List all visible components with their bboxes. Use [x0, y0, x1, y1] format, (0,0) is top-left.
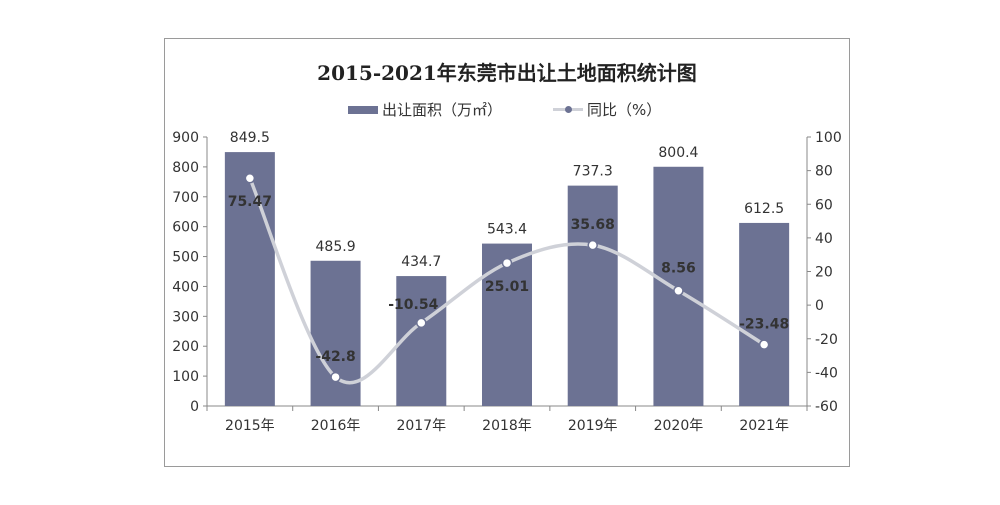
- legend-bar-swatch: [348, 105, 378, 114]
- yoy-value-label: 75.47: [228, 194, 272, 210]
- chart-frame: 2015-2021年东莞市出让土地面积统计图 出让面积（万㎡） 同比（%） 90…: [164, 38, 850, 467]
- bar: [396, 276, 447, 406]
- yoy-marker: [587, 239, 598, 251]
- yoy-value-label: -10.54: [388, 297, 438, 313]
- bar: [310, 260, 361, 406]
- y-right-tick-label: 100: [815, 130, 842, 146]
- x-tick-label: 2015年: [225, 418, 275, 434]
- y-left-tick-label: 0: [190, 399, 199, 415]
- yoy-value-label: 8.56: [661, 261, 696, 277]
- bar-value-label: 737.3: [573, 164, 613, 180]
- x-tick-label: 2016年: [311, 418, 361, 434]
- yoy-marker: [758, 339, 770, 350]
- y-left-tick-label: 200: [172, 339, 199, 355]
- y-right-tick-label: -40: [815, 365, 838, 381]
- legend-label-area: 出让面积（万㎡）: [382, 101, 503, 119]
- bar-value-label: 849.5: [230, 130, 270, 146]
- y-left-tick-label: 900: [172, 130, 199, 146]
- bar: [224, 152, 275, 406]
- x-tick-label: 2019年: [568, 418, 618, 434]
- yoy-value-label: 25.01: [485, 279, 529, 295]
- plot-area: 9008007006005004003002001000100806040200…: [172, 130, 842, 434]
- legend-item-area: 出让面积（万㎡）: [348, 99, 502, 120]
- y-left-tick-label: 700: [172, 190, 199, 206]
- y-left-tick-label: 800: [172, 160, 199, 176]
- yoy-marker: [416, 317, 427, 329]
- x-tick-label: 2017年: [396, 418, 446, 434]
- bar-value-label: 485.9: [316, 239, 356, 255]
- chart-title: 2015-2021年东莞市出让土地面积统计图: [317, 61, 697, 85]
- legend-item-yoy: 同比（%）: [553, 99, 661, 120]
- yoy-value-label: -23.48: [739, 317, 789, 333]
- bar-value-label: 434.7: [401, 254, 441, 270]
- y-left-tick-label: 500: [172, 250, 199, 266]
- yoy-value-label: -42.8: [315, 349, 355, 365]
- y-right-tick-label: -20: [815, 332, 838, 348]
- yoy-marker: [673, 285, 684, 296]
- bar: [567, 185, 618, 406]
- y-right-tick-label: 40: [815, 231, 833, 247]
- legend: 出让面积（万㎡） 同比（%）: [165, 99, 849, 121]
- x-tick-label: 2020年: [654, 418, 704, 434]
- yoy-marker: [501, 257, 513, 269]
- y-right-tick-label: 80: [815, 164, 833, 180]
- bar-value-label: 612.5: [744, 201, 784, 217]
- bar: [739, 222, 790, 406]
- y-right-tick-label: 60: [815, 197, 833, 213]
- x-tick-label: 2018年: [482, 418, 532, 434]
- legend-label-yoy: 同比（%）: [587, 101, 662, 119]
- y-right-tick-label: -60: [815, 399, 838, 415]
- y-left-tick-label: 300: [172, 309, 199, 325]
- y-left-tick-label: 600: [172, 220, 199, 236]
- yoy-marker: [330, 371, 341, 383]
- bar-value-label: 543.4: [487, 222, 527, 238]
- yoy-value-label: 35.68: [571, 217, 615, 233]
- legend-line-swatch: [553, 106, 583, 113]
- y-left-tick-label: 100: [172, 369, 199, 385]
- y-left-tick-label: 400: [172, 279, 199, 295]
- y-right-tick-label: 0: [815, 298, 824, 314]
- bar-value-label: 800.4: [658, 145, 698, 161]
- y-right-tick-label: 20: [815, 265, 833, 281]
- yoy-marker: [244, 172, 256, 184]
- x-tick-label: 2021年: [739, 418, 789, 434]
